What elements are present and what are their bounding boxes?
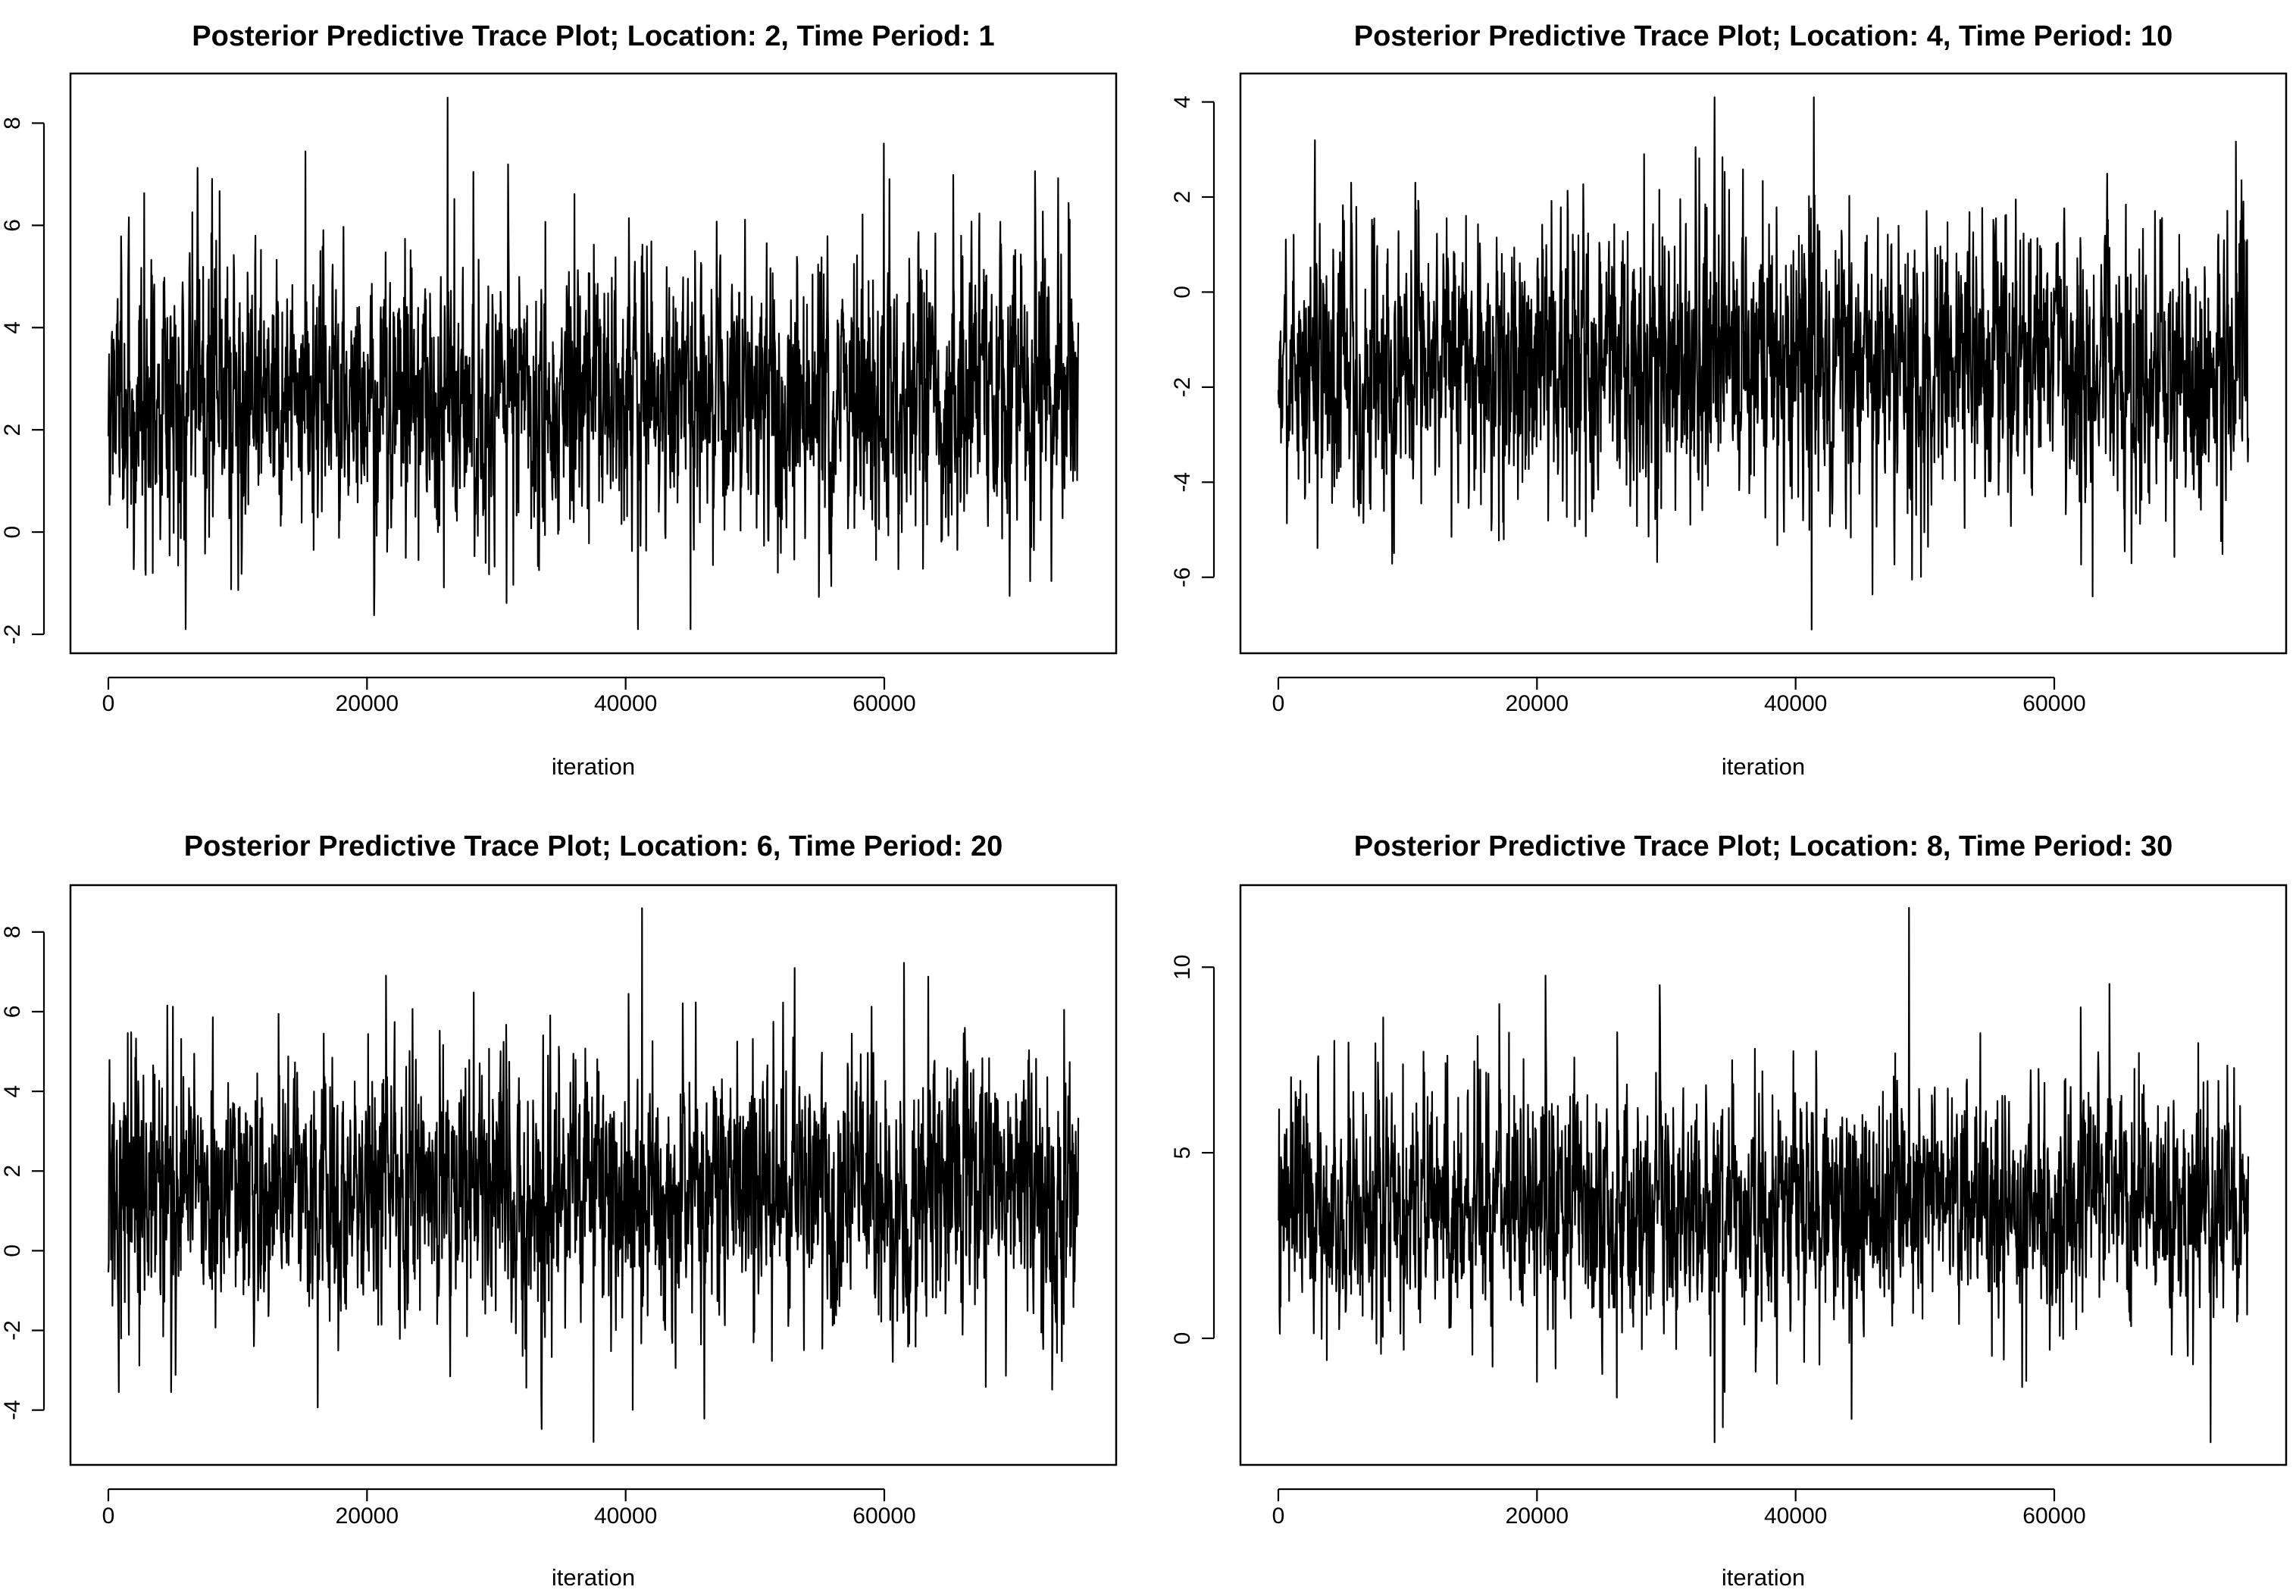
x-tick-label: 60000 <box>852 1504 915 1529</box>
y-tick-label: 2 <box>0 1165 25 1178</box>
y-tick-label: -2 <box>0 1320 25 1341</box>
y-tick-label: 4 <box>0 321 25 334</box>
trace-series-line <box>1277 96 2250 631</box>
y-tick-label: 10 <box>1170 955 1195 980</box>
trace-panel-1: Posterior Predictive Trace Plot; Locatio… <box>0 20 1118 780</box>
x-tick-label: 40000 <box>594 1504 657 1529</box>
x-tick-label: 0 <box>1272 691 1285 716</box>
x-tick-label: 40000 <box>594 691 657 716</box>
x-axis-label: iteration <box>1722 1564 1805 1591</box>
trace-series-line <box>1278 906 2250 1444</box>
y-tick-label: 6 <box>0 219 25 232</box>
y-tick-label: -2 <box>0 624 25 645</box>
y-tick-label: 0 <box>0 526 25 539</box>
x-tick-label: 60000 <box>2022 691 2085 716</box>
trace-panel-3: Posterior Predictive Trace Plot; Locatio… <box>0 831 1118 1591</box>
trace-series-line <box>107 96 1080 631</box>
plot-frame <box>69 72 1118 655</box>
trace-series-line <box>107 907 1080 1443</box>
y-tick-label: -6 <box>1170 567 1195 587</box>
trace-panel-4: Posterior Predictive Trace Plot; Locatio… <box>1170 831 2288 1591</box>
x-tick-label: 0 <box>1272 1504 1285 1529</box>
x-tick-label: 60000 <box>852 691 915 716</box>
x-tick-label: 40000 <box>1764 691 1827 716</box>
x-axis-label: iteration <box>1722 753 1805 780</box>
y-tick-label: 0 <box>0 1244 25 1257</box>
x-axis-label: iteration <box>552 753 635 780</box>
panel-title: Posterior Predictive Trace Plot; Locatio… <box>1354 20 2173 52</box>
panel-title: Posterior Predictive Trace Plot; Locatio… <box>1354 831 2173 862</box>
plot-frame <box>69 884 1118 1466</box>
y-tick-label: -2 <box>1170 377 1195 398</box>
x-tick-label: 20000 <box>336 691 399 716</box>
trace-panel-2: Posterior Predictive Trace Plot; Locatio… <box>1170 20 2288 780</box>
x-tick-label: 20000 <box>336 1504 399 1529</box>
y-tick-label: -4 <box>1170 472 1195 493</box>
x-tick-label: 0 <box>102 1504 115 1529</box>
y-tick-label: -4 <box>0 1400 25 1420</box>
y-tick-label: 2 <box>1170 191 1195 204</box>
plot-frame <box>1239 884 2288 1466</box>
y-tick-label: 8 <box>0 925 25 938</box>
y-tick-label: 4 <box>1170 95 1195 108</box>
y-tick-label: 8 <box>0 117 25 130</box>
y-tick-label: 6 <box>0 1006 25 1019</box>
x-tick-label: 20000 <box>1506 691 1569 716</box>
x-tick-label: 20000 <box>1506 1504 1569 1529</box>
x-tick-label: 60000 <box>2022 1504 2085 1529</box>
plot-frame <box>1239 72 2288 655</box>
y-tick-label: 0 <box>1170 1332 1195 1345</box>
panel-title: Posterior Predictive Trace Plot; Locatio… <box>192 20 994 52</box>
y-tick-label: 2 <box>0 424 25 437</box>
x-tick-label: 0 <box>102 691 115 716</box>
x-axis-label: iteration <box>552 1564 635 1591</box>
y-tick-label: 5 <box>1170 1147 1195 1159</box>
y-tick-label: 0 <box>1170 286 1195 299</box>
y-tick-label: 4 <box>0 1085 25 1098</box>
panel-title: Posterior Predictive Trace Plot; Locatio… <box>184 831 1003 862</box>
x-tick-label: 40000 <box>1764 1504 1827 1529</box>
